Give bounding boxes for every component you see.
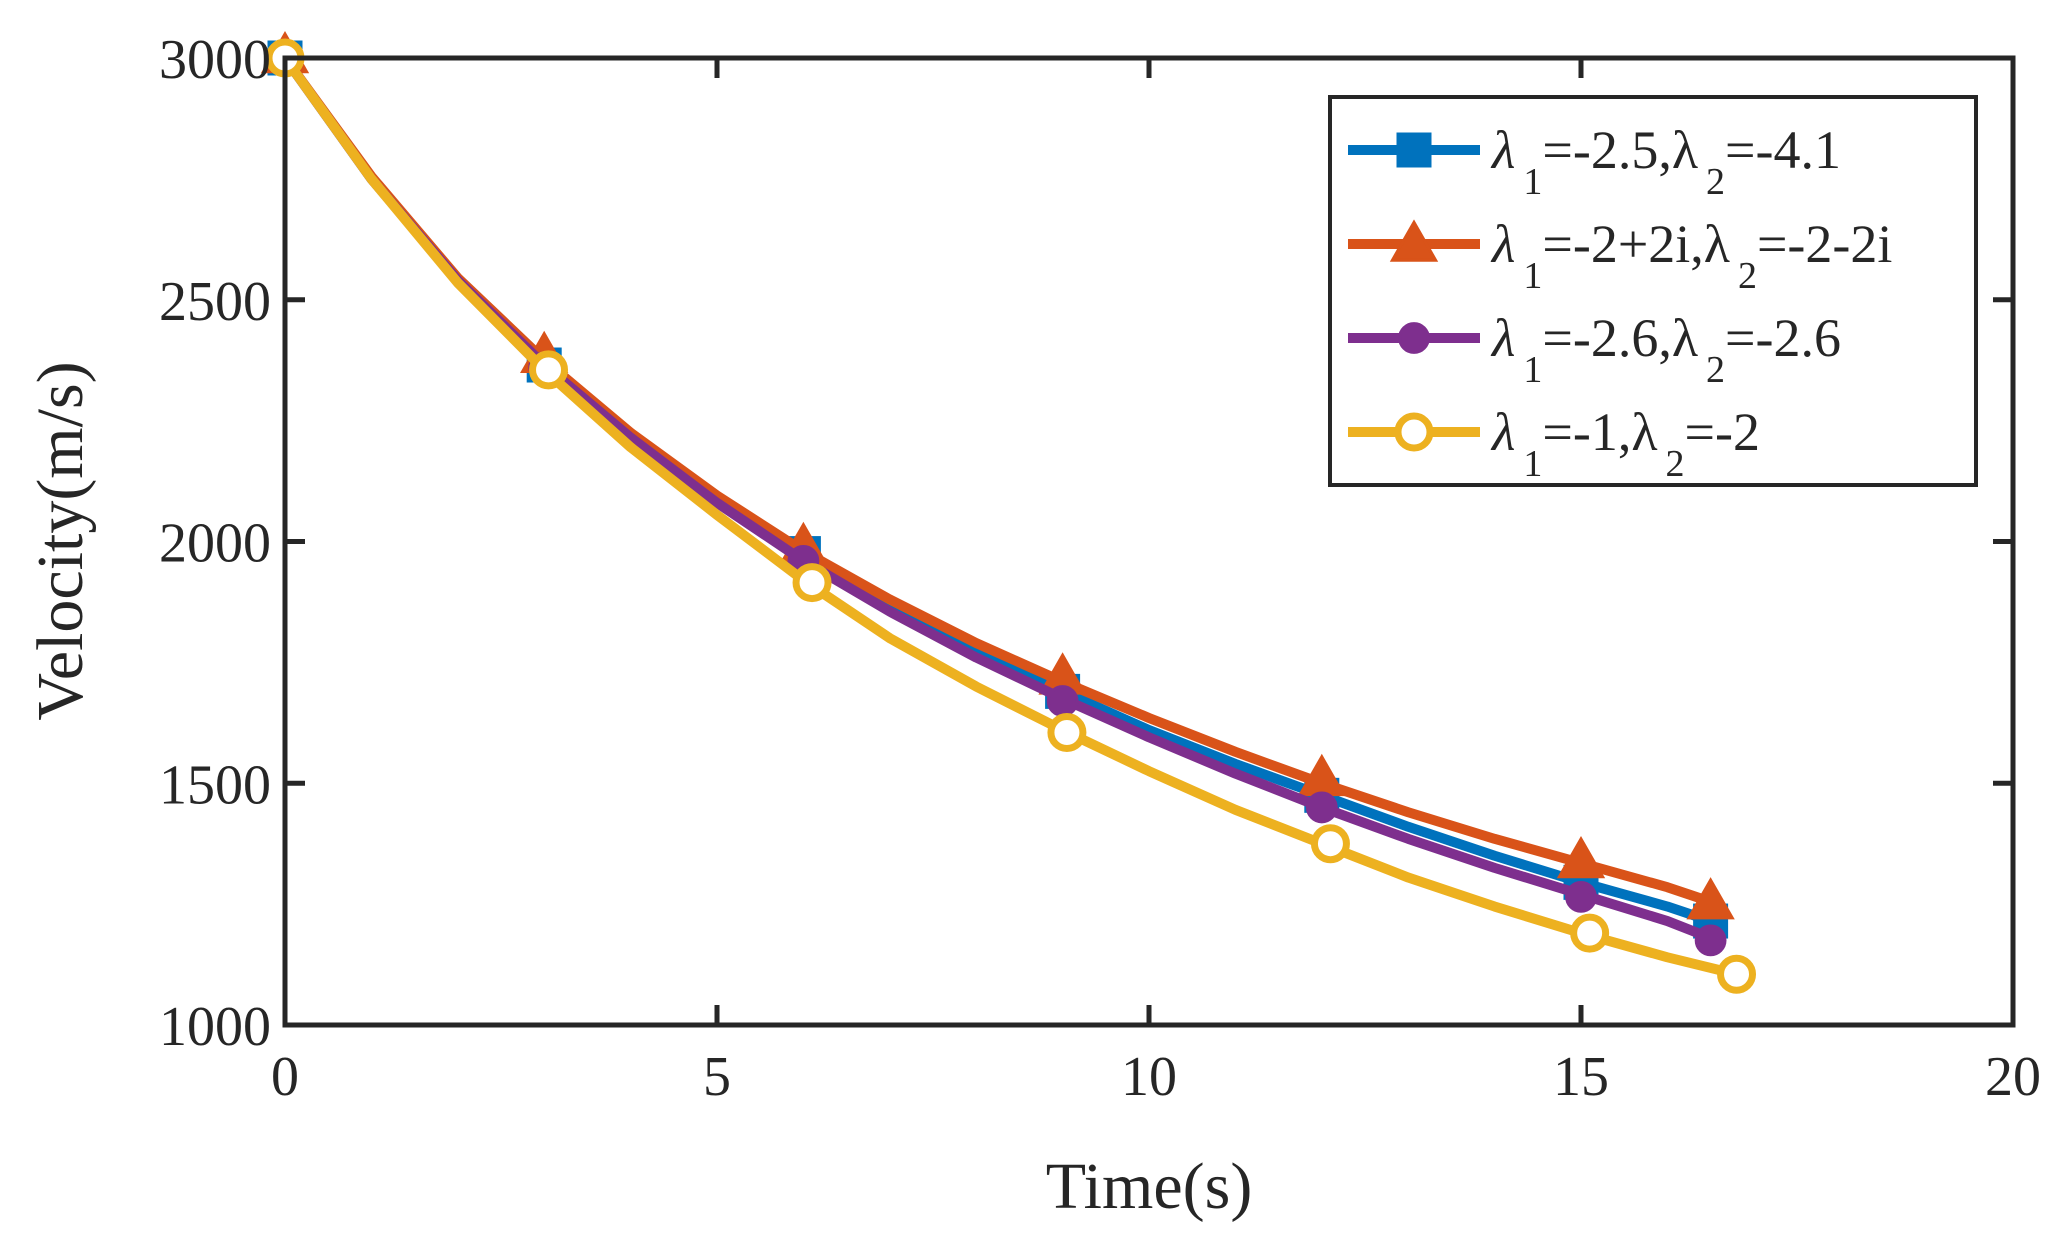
- circle-marker: [1310, 824, 1350, 864]
- legend-label: λ1=-2+2i,λ2=-2-2i: [1490, 214, 1892, 297]
- circle-marker: [1394, 412, 1434, 452]
- legend-label: λ1=-2.6,λ2=-2.6: [1490, 308, 1841, 391]
- legend-entry: λ1=-2.6,λ2=-2.6: [1348, 308, 1841, 391]
- x-tick-label: 20: [1985, 1046, 2041, 1108]
- x-axis-label: Time(s): [1046, 1150, 1253, 1223]
- y-tick-label: 1500: [159, 754, 271, 816]
- y-tick-label: 3000: [159, 29, 271, 91]
- dot-marker: [1046, 685, 1079, 717]
- legend-entry: λ1=-2+2i,λ2=-2-2i: [1348, 214, 1892, 297]
- legend-box: [1328, 95, 1978, 487]
- y-tick-label: 2500: [159, 271, 271, 333]
- legend-entry: λ1=-1,λ2=-2: [1348, 402, 1760, 485]
- legend-label: λ1=-1,λ2=-2: [1490, 402, 1760, 485]
- circle-marker: [792, 563, 832, 603]
- circle-marker: [529, 350, 569, 390]
- legend: λ1=-2.5,λ2=-4.1 λ1=-2+2i,λ2=-2-2i λ1=-2.6,…: [1328, 95, 1978, 487]
- x-tick-label: 10: [1121, 1046, 1177, 1108]
- dot-marker: [1305, 791, 1338, 824]
- y-tick-label: 1000: [159, 996, 271, 1058]
- triangle-marker: [1556, 835, 1606, 879]
- x-tick-label: 0: [271, 1046, 299, 1108]
- x-tick-label: 15: [1553, 1046, 1609, 1108]
- triangle-marker: [1686, 877, 1735, 920]
- circle-marker: [1717, 954, 1757, 994]
- legend-entry: λ1=-2.5,λ2=-4.1: [1348, 120, 1841, 203]
- square-marker: [1396, 132, 1432, 168]
- circle-marker: [1570, 913, 1610, 953]
- triangle-marker: [1389, 219, 1439, 262]
- dot-marker: [1565, 880, 1597, 913]
- dot-marker: [1694, 924, 1727, 957]
- x-tick-label: 5: [703, 1046, 731, 1108]
- circle-marker: [1047, 712, 1087, 752]
- series-line: [280, 53, 1742, 980]
- y-tick-label: 2000: [159, 513, 271, 575]
- dot-marker: [1398, 322, 1430, 354]
- legend-label: λ1=-2.5,λ2=-4.1: [1490, 120, 1841, 203]
- y-axis-label: Velocity(m/s): [24, 361, 97, 720]
- ticks-layer: 0 5 10 15 20 1000 1500 2000 2500 3000: [159, 29, 2041, 1108]
